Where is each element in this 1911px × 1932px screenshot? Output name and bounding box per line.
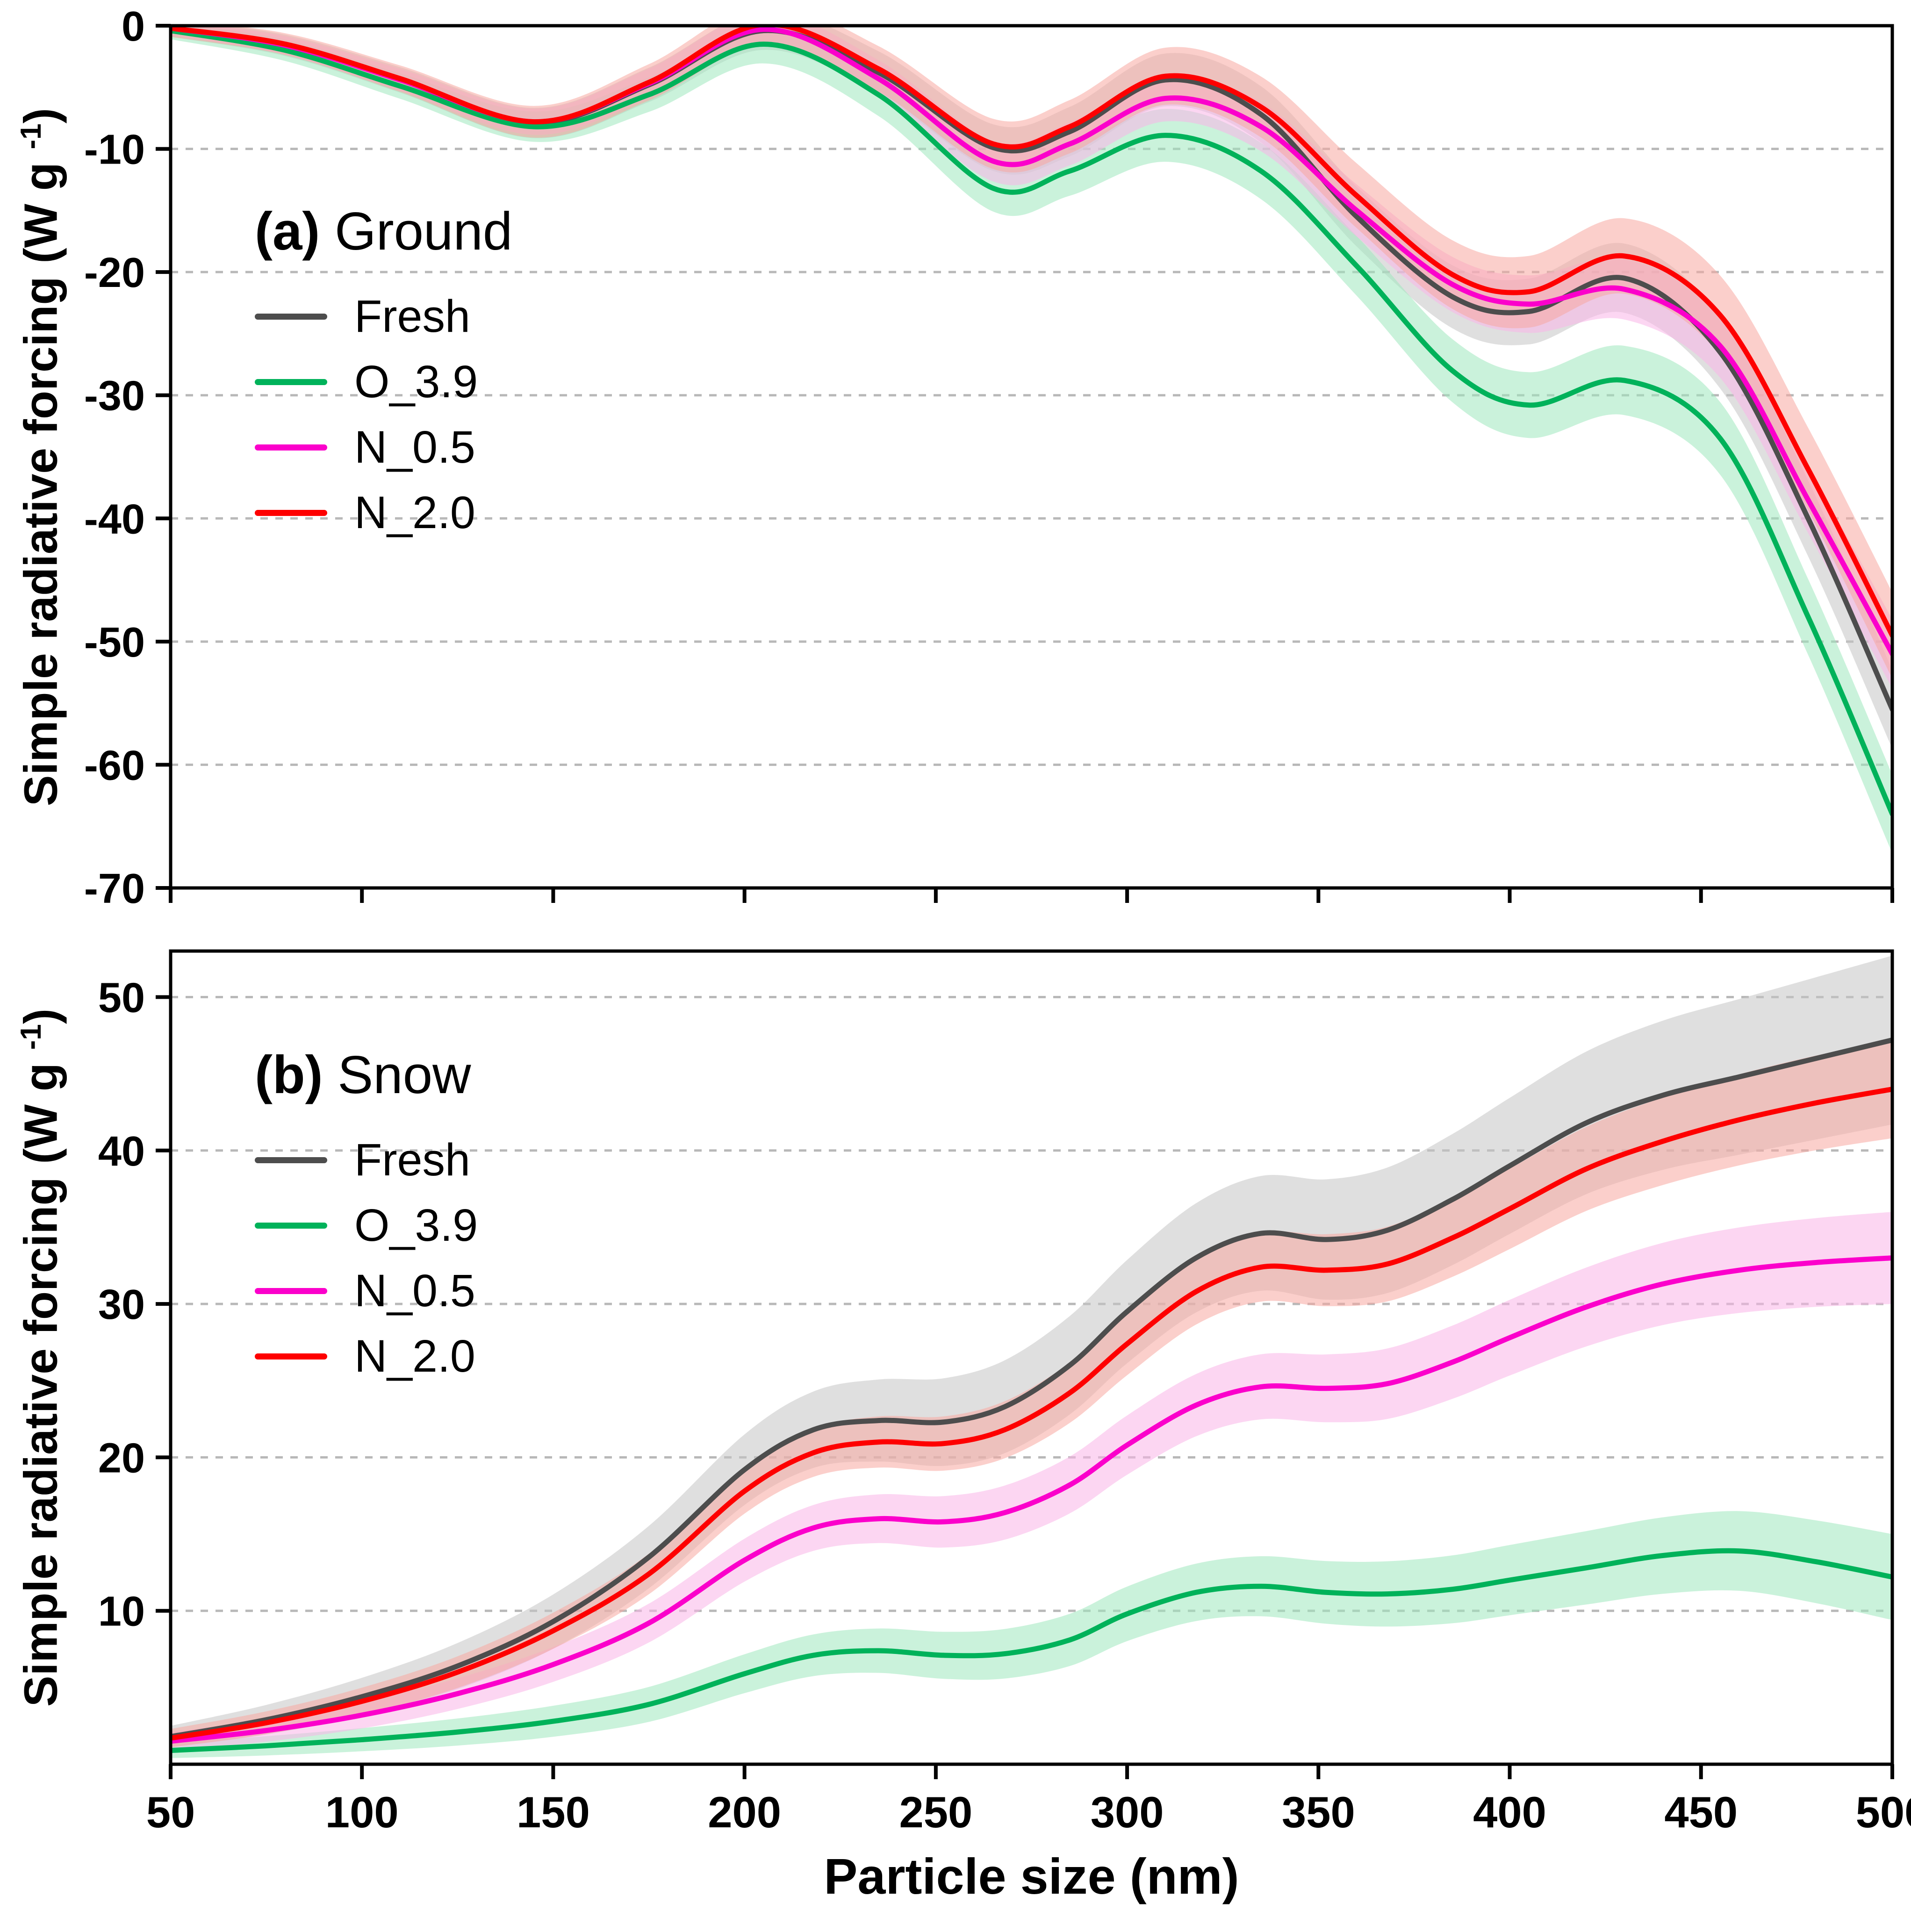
y-tick-label: -20: [84, 250, 145, 296]
y-tick-label: -10: [84, 127, 145, 173]
band-fresh: [171, 955, 1892, 1747]
panel-b: 50 100 150 200 250 300 350 400 450 500 10 20 30 40 50: [98, 949, 1911, 1837]
y-axis-title-text: Simple radiative forcing (W g: [14, 1050, 67, 1707]
legend-label-o39: O_3.9: [354, 356, 478, 407]
panel-b-label: (b) Snow: [255, 1045, 478, 1106]
x-axis-title: Particle size (nm): [824, 1848, 1239, 1904]
y-tick-label: -30: [84, 373, 145, 420]
legend-label-n05: N_0.5: [354, 422, 475, 472]
legend-item-o39: O_3.9: [255, 349, 512, 415]
line-o-3-9: [171, 1548, 1892, 1753]
x-tick-label: 300: [1091, 1788, 1164, 1837]
band-o-3-9: [171, 26, 1892, 854]
panel-a-plot-area: [171, 26, 1892, 854]
legend-swatch-n05: [255, 444, 327, 451]
y-tick-label: 0: [122, 3, 145, 50]
legend-swatch-fresh: [255, 1157, 327, 1163]
panel-b-frame: [169, 949, 1894, 1766]
y-tick-label: 50: [98, 974, 145, 1021]
line-fresh: [171, 1037, 1892, 1739]
legend-swatch-o39: [255, 1222, 327, 1229]
x-tick-label: 50: [146, 1788, 195, 1837]
line-n-2-0: [171, 26, 1892, 638]
legend-swatch-n20: [255, 1353, 327, 1360]
y-tick-label: 10: [98, 1589, 145, 1635]
legend-swatch-n05: [255, 1288, 327, 1294]
y-tick-label: -40: [84, 496, 145, 543]
x-tick-label: 350: [1282, 1788, 1355, 1837]
panel-b-label-text: Snow: [338, 1045, 471, 1105]
band-n-2-0: [171, 26, 1892, 679]
panel-a-legend: (a) Ground Fresh O_3.9 N_0.5 N_2.0: [255, 201, 512, 545]
legend-item-fresh: Fresh: [255, 1127, 478, 1193]
band-o-3-9: [171, 1511, 1892, 1758]
y-axis-title-close: ): [14, 1008, 67, 1024]
y-tick-label: 20: [98, 1435, 145, 1481]
legend-swatch-fresh: [255, 313, 327, 320]
panel-a-label: (a) Ground: [255, 201, 512, 262]
y-tick-label: 30: [98, 1281, 145, 1328]
y-tick-label: 40: [98, 1128, 145, 1175]
panel-a-frame: [169, 24, 1894, 890]
y-axis-title-sup: -1: [15, 123, 48, 150]
y-axis-title-text: Simple radiative forcing (W g: [14, 149, 67, 807]
legend-item-fresh: Fresh: [255, 284, 512, 349]
legend-label-fresh: Fresh: [354, 291, 470, 342]
x-tick-label: 100: [325, 1788, 399, 1837]
legend-item-o39: O_3.9: [255, 1193, 478, 1258]
legend-label-o39: O_3.9: [354, 1200, 478, 1251]
x-tick-label: 450: [1664, 1788, 1738, 1837]
legend-swatch-n20: [255, 509, 327, 516]
line-o-3-9: [171, 28, 1892, 817]
y-axis-title-panel-a: Simple radiative forcing (W g -1): [14, 108, 68, 806]
x-tick-label: 150: [517, 1788, 590, 1837]
panel-b-plot-area: [171, 955, 1892, 1758]
panel-b-legend: (b) Snow Fresh O_3.9 N_0.5 N_2.0: [255, 1045, 478, 1389]
legend-item-n05: N_0.5: [255, 415, 512, 480]
y-tick-label: -70: [84, 866, 145, 912]
legend-item-n05: N_0.5: [255, 1258, 478, 1324]
legend-swatch-o39: [255, 379, 327, 385]
y-tick-label: -60: [84, 742, 145, 789]
x-tick-label: 400: [1473, 1788, 1546, 1837]
legend-label-fresh: Fresh: [354, 1134, 470, 1185]
panel-a-label-text: Ground: [335, 202, 513, 261]
panel-a-label-prefix: (a): [255, 202, 320, 261]
y-axis-title-close: ): [14, 107, 67, 124]
legend-label-n20: N_2.0: [354, 1331, 475, 1381]
legend-label-n20: N_2.0: [354, 487, 475, 538]
legend-label-n05: N_0.5: [354, 1265, 475, 1316]
panel-a: 0 -10 -20 -30 -40 -50 -60 -70: [84, 3, 1894, 912]
line-n-2-0: [171, 1087, 1892, 1741]
line-n-0-5: [171, 1255, 1892, 1744]
y-axis-title-panel-b: Simple radiative forcing (W g -1): [14, 1009, 68, 1707]
legend-item-n20: N_2.0: [255, 1324, 478, 1389]
x-tick-label: 500: [1856, 1788, 1911, 1837]
y-tick-label: -50: [84, 619, 145, 666]
x-tick-label: 200: [708, 1788, 781, 1837]
panel-b-label-prefix: (b): [255, 1045, 323, 1105]
y-axis-title-sup: -1: [15, 1024, 48, 1050]
x-tick-label: 250: [899, 1788, 972, 1837]
legend-item-n20: N_2.0: [255, 480, 512, 545]
band-n-0-5: [171, 1212, 1892, 1751]
